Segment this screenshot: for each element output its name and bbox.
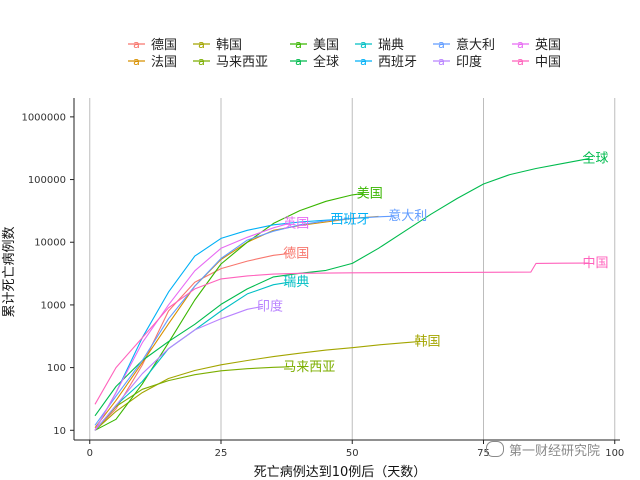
- axes: [70, 98, 620, 444]
- x-tick-label: 100: [605, 448, 624, 459]
- end-label-9: 印度: [257, 298, 283, 314]
- series-line-5: [94, 158, 589, 417]
- legend-label-5: 全球: [313, 54, 339, 70]
- end-label-4: 美国: [357, 186, 383, 201]
- series-line-3: [94, 366, 290, 431]
- x-tick-label: 0: [87, 448, 93, 459]
- series-line-7: [94, 219, 337, 431]
- legend-key-glyph-2: a: [198, 38, 205, 51]
- series-line-4: [94, 192, 363, 431]
- legend-label-6: 瑞典: [378, 38, 404, 53]
- legend-key-glyph-11: a: [517, 55, 524, 68]
- end-label-10: 英国: [283, 216, 309, 231]
- legend-key-glyph-10: a: [517, 38, 524, 51]
- series-line-8: [94, 215, 395, 426]
- wechat-icon: [486, 441, 504, 457]
- y-tick-label: 1000: [41, 300, 66, 311]
- legend-label-11: 中国: [535, 55, 561, 70]
- legend-key-glyph-5: a: [295, 55, 302, 68]
- legend-label-10: 英国: [535, 38, 561, 53]
- watermark: 第一财经研究院: [486, 440, 600, 459]
- legend-label-3: 马来西亚: [216, 55, 268, 70]
- y-tick-label: 100: [47, 363, 66, 374]
- y-tick-label: 100000: [28, 175, 66, 186]
- legend-key-glyph-3: a: [198, 55, 205, 68]
- legend: a 德国 a 法国 a 韩国 a 马来西亚 a 美国 a 全球 a 瑞典 a 西班牙 a 意大利 a 印度 a 英国 a 中国: [128, 37, 561, 70]
- end-label-8: 意大利: [388, 208, 427, 224]
- legend-label-1: 法国: [151, 55, 177, 70]
- legend-key-glyph-1: a: [133, 55, 140, 68]
- x-tick-label: 25: [215, 448, 228, 459]
- series-line-0: [94, 252, 290, 431]
- end-label-11: 中国: [583, 256, 609, 271]
- legend-label-2: 韩国: [216, 38, 242, 53]
- end-label-6: 瑞典: [283, 275, 309, 290]
- legend-label-7: 西班牙: [378, 55, 417, 70]
- end-label-7: 西班牙: [331, 213, 370, 228]
- x-tick-label: 75: [477, 448, 490, 459]
- tick-labels: 10 100 1000 10000 100000 1000000 0 25 50 75 100: [21, 112, 624, 459]
- x-axis-title: 死亡病例达到10例后（天数）: [254, 465, 427, 480]
- legend-key-glyph-6: a: [360, 38, 367, 51]
- legend-key-glyph-8: a: [438, 38, 445, 51]
- watermark-text: 第一财经研究院: [509, 444, 601, 459]
- series-line-11: [94, 262, 589, 405]
- legend-label-4: 美国: [313, 38, 339, 53]
- series-line-9: [94, 305, 264, 431]
- legend-label-0: 德国: [151, 38, 177, 53]
- legend-key-glyph-9: a: [438, 55, 445, 68]
- x-tick-label: 50: [346, 448, 359, 459]
- y-tick-label: 1000000: [21, 112, 66, 123]
- legend-label-8: 意大利: [456, 37, 495, 53]
- series-line-2: [94, 340, 421, 431]
- end-label-2: 韩国: [415, 334, 441, 349]
- grid: [89, 98, 616, 440]
- y-tick-label: 10000: [34, 238, 66, 249]
- legend-key-glyph-7: a: [360, 55, 367, 68]
- y-axis-title: 累计死亡病例数: [2, 226, 17, 317]
- legend-key-glyph-0: a: [133, 38, 140, 51]
- end-label-5: 全球: [583, 151, 609, 167]
- end-label-3: 马来西亚: [283, 360, 335, 375]
- series-line-1: [94, 215, 379, 429]
- series-layer: [94, 158, 589, 431]
- end-label-0: 德国: [283, 247, 309, 262]
- legend-key-glyph-4: a: [295, 38, 302, 51]
- legend-label-9: 印度: [456, 54, 482, 70]
- y-tick-label: 10: [53, 426, 66, 437]
- series-line-10: [94, 222, 290, 431]
